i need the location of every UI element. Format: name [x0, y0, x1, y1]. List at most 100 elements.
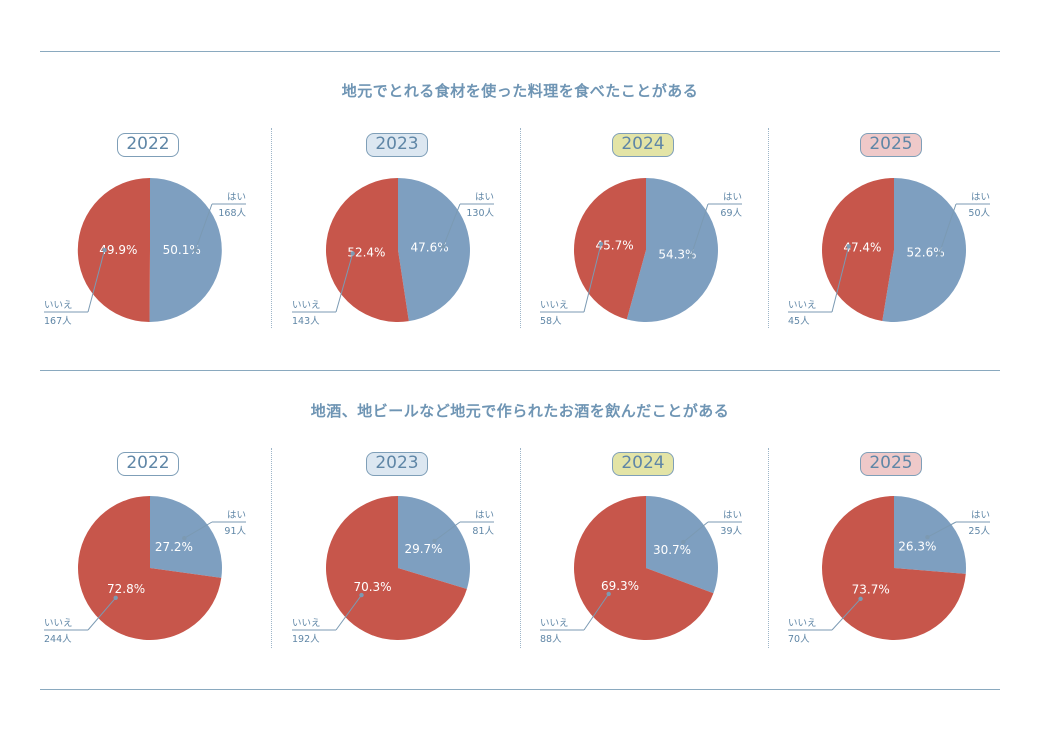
year-badge-2022: 2022	[117, 452, 179, 476]
pie-slice-no	[325, 178, 409, 322]
callout-label-yes: はい	[227, 510, 246, 521]
callout-label-yes: はい	[971, 510, 990, 521]
pie-slice-yes	[646, 496, 718, 594]
column-divider	[768, 448, 769, 648]
pie-pct-label-yes: 27.2%	[155, 540, 193, 554]
callout-count-no: 167人	[44, 316, 72, 327]
pie-pct-label-no: 52.4%	[347, 245, 385, 259]
section-title-food: 地元でとれる食材を使った料理を食べたことがある	[341, 82, 699, 100]
leader-line-no	[87, 249, 106, 313]
middle-rule	[40, 370, 1000, 371]
callout-dot-yes	[925, 535, 930, 540]
leader-line-no	[831, 598, 861, 631]
callout-dot-no	[350, 251, 355, 256]
column-divider	[520, 448, 521, 648]
callout-count-yes: 81人	[472, 526, 494, 537]
leader-line-yes	[442, 203, 461, 247]
leader-line-no	[583, 593, 610, 631]
year-badge-2024: 2024	[612, 133, 674, 157]
pie-slice-no	[821, 496, 966, 640]
callout-label-no: いいえ	[788, 300, 817, 311]
callout-label-no: いいえ	[540, 618, 569, 629]
callout-dot-yes	[937, 251, 942, 256]
year-badge-2023: 2023	[366, 452, 428, 476]
callout-count-no: 88人	[540, 634, 562, 645]
callout-count-yes: 130人	[466, 208, 494, 219]
callout-label-no: いいえ	[292, 300, 321, 311]
year-badge-2023: 2023	[366, 133, 428, 157]
callout-dot-no	[606, 591, 611, 597]
pie-slice-no	[325, 496, 467, 640]
pie-slice-yes	[894, 496, 966, 574]
pie-pct-label-yes: 47.6%	[411, 241, 449, 255]
pie-pct-label-no: 73.7%	[852, 583, 890, 597]
pie-slice-yes	[149, 178, 222, 323]
year-badge-2024: 2024	[612, 452, 674, 476]
callout-count-no: 58人	[540, 316, 562, 327]
leader-line-no	[335, 594, 362, 631]
leader-line-yes	[927, 521, 957, 538]
callout-label-yes: はい	[723, 192, 742, 203]
callout-label-no: いいえ	[44, 300, 73, 311]
pie-pct-label-no: 72.8%	[107, 582, 145, 596]
pie-pct-label-yes: 54.3%	[658, 247, 696, 261]
pie-pct-label-yes: 26.3%	[898, 540, 936, 554]
callout-label-yes: はい	[227, 192, 246, 203]
callout-dot-no	[113, 595, 118, 600]
leader-line-yes	[690, 203, 709, 257]
pie-slice-no	[822, 178, 894, 322]
callout-count-no: 244人	[44, 634, 72, 645]
callout-count-yes: 91人	[224, 526, 246, 537]
column-divider	[768, 128, 769, 328]
pie-pct-label-yes: 29.7%	[404, 542, 442, 556]
leader-line-no	[87, 597, 117, 631]
callout-count-no: 192人	[292, 634, 320, 645]
callout-dot-no	[846, 244, 851, 249]
pie-slice-no	[77, 496, 222, 640]
year-badge-2025: 2025	[860, 133, 922, 157]
callout-dot-no	[359, 592, 364, 598]
callout-label-yes: はい	[475, 510, 494, 521]
year-badge-2022: 2022	[117, 133, 179, 157]
callout-label-no: いいえ	[788, 618, 817, 629]
pie-slice-yes	[626, 178, 718, 322]
pie-slice-yes	[398, 178, 470, 322]
callout-dot-yes	[182, 536, 187, 541]
callout-count-yes: 69人	[720, 208, 742, 219]
callout-dot-no	[102, 247, 107, 253]
callout-count-no: 143人	[292, 316, 320, 327]
callout-dot-yes	[441, 244, 446, 249]
callout-dot-yes	[432, 538, 437, 544]
callout-dot-yes	[688, 253, 694, 259]
callout-label-no: いいえ	[44, 618, 73, 629]
callout-count-yes: 25人	[968, 526, 990, 537]
column-divider	[271, 128, 272, 328]
callout-dot-no	[858, 596, 863, 601]
column-divider	[271, 448, 272, 648]
pie-slice-no	[573, 496, 714, 640]
top-rule	[40, 51, 1000, 52]
pie-pct-label-no: 47.4%	[843, 240, 881, 254]
callout-label-no: いいえ	[540, 300, 569, 311]
callout-count-yes: 168人	[218, 208, 246, 219]
pie-pct-label-yes: 50.1%	[163, 243, 201, 257]
callout-label-no: いいえ	[292, 618, 321, 629]
leader-line-yes	[938, 203, 957, 254]
year-badge-2025: 2025	[860, 452, 922, 476]
pie-pct-label-yes: 52.6%	[907, 246, 945, 260]
pie-pct-label-no: 45.7%	[596, 239, 634, 253]
pie-pct-label-no: 69.3%	[601, 579, 639, 593]
pie-pct-label-no: 49.9%	[99, 243, 137, 257]
leader-line-yes	[682, 521, 709, 543]
callout-label-yes: はい	[723, 510, 742, 521]
pie-pct-label-yes: 30.7%	[653, 543, 691, 557]
callout-label-yes: はい	[971, 192, 990, 203]
callout-count-no: 70人	[788, 634, 810, 645]
leader-line-no	[583, 243, 602, 313]
leader-line-yes	[184, 521, 213, 539]
